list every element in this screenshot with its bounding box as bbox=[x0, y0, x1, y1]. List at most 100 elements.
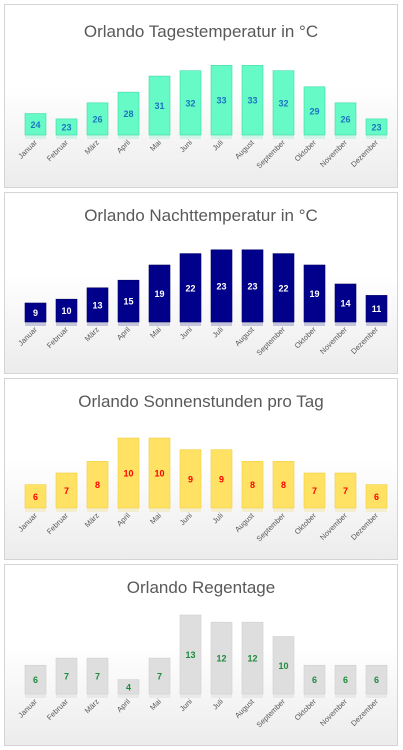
data-label: 22 bbox=[185, 283, 195, 293]
bar bbox=[148, 657, 171, 695]
bar bbox=[55, 298, 78, 323]
x-tick-label: Juni bbox=[178, 697, 194, 713]
bar-reflection bbox=[335, 508, 356, 512]
data-label: 13 bbox=[185, 650, 195, 660]
bar-reflection bbox=[118, 694, 139, 698]
data-label: 22 bbox=[278, 283, 288, 293]
bar-reflection bbox=[242, 135, 263, 139]
data-label: 23 bbox=[247, 281, 257, 291]
bar bbox=[117, 437, 140, 509]
bar-reflection bbox=[366, 508, 387, 512]
x-tick-label: Februar bbox=[45, 697, 70, 722]
data-label: 12 bbox=[247, 654, 257, 664]
chart-title: Orlando Tagestemperatur in °C bbox=[84, 22, 318, 41]
x-tick-label: September bbox=[255, 138, 288, 171]
bar-reflection bbox=[25, 694, 46, 698]
x-tick-label: November bbox=[318, 511, 349, 542]
data-label: 8 bbox=[95, 480, 100, 490]
bar-reflection bbox=[25, 135, 46, 139]
bar-reflection bbox=[366, 135, 387, 139]
bar bbox=[303, 472, 326, 509]
bar-reflection bbox=[366, 322, 387, 326]
x-tick-label: August bbox=[233, 696, 257, 720]
x-tick-label: Februar bbox=[45, 325, 70, 350]
bar bbox=[24, 113, 47, 136]
bar-reflection bbox=[25, 322, 46, 326]
data-label: 7 bbox=[64, 672, 69, 682]
bar bbox=[272, 636, 295, 695]
x-tick-label: Oktober bbox=[293, 325, 319, 351]
bar bbox=[334, 283, 357, 323]
bar-reflection bbox=[118, 135, 139, 139]
x-tick-label: September bbox=[255, 325, 288, 358]
bar bbox=[24, 302, 47, 323]
bar bbox=[303, 264, 326, 323]
data-label: 8 bbox=[250, 480, 255, 490]
chart-panel-sunshine-hours: Orlando Sonnenstunden pro Tag 6 Januar 7 Fe… bbox=[4, 378, 398, 560]
bar bbox=[179, 253, 202, 323]
rain-days-chart: Orlando Regentage 6 Januar 7 Februar 7 März 4 A… bbox=[16, 578, 388, 730]
chart-panel-rain-days: Orlando Regentage 6 Januar 7 Februar 7 März 4 A… bbox=[4, 564, 398, 746]
data-label: 6 bbox=[343, 675, 348, 685]
bar bbox=[148, 264, 171, 323]
x-tick-label: Februar bbox=[45, 511, 70, 536]
bar bbox=[55, 657, 78, 695]
bar-reflection bbox=[118, 508, 139, 512]
data-label: 6 bbox=[374, 675, 379, 685]
data-label: 15 bbox=[123, 297, 133, 307]
bar bbox=[365, 118, 388, 136]
bar-reflection bbox=[211, 322, 232, 326]
data-label: 9 bbox=[219, 474, 224, 484]
bar-reflection bbox=[87, 694, 108, 698]
bar-reflection bbox=[56, 135, 77, 139]
bar bbox=[24, 664, 47, 695]
bar-reflection bbox=[304, 322, 325, 326]
bar bbox=[241, 65, 264, 136]
x-tick-label: Oktober bbox=[293, 138, 319, 164]
data-label: 6 bbox=[33, 492, 38, 502]
bar-reflection bbox=[273, 135, 294, 139]
x-tick-label: Januar bbox=[16, 325, 39, 348]
x-tick-label: März bbox=[83, 697, 101, 715]
x-tick-label: September bbox=[255, 697, 288, 730]
data-label: 13 bbox=[92, 300, 102, 310]
x-tick-label: Mai bbox=[148, 511, 163, 526]
bar-reflection bbox=[87, 135, 108, 139]
data-label: 6 bbox=[374, 492, 379, 502]
bar-reflection bbox=[149, 135, 170, 139]
x-tick-label: April bbox=[115, 511, 132, 528]
x-tick-label: Oktober bbox=[293, 697, 319, 723]
bar bbox=[210, 65, 233, 136]
bar-reflection bbox=[335, 135, 356, 139]
x-tick-label: Juni bbox=[178, 138, 194, 154]
bar-reflection bbox=[149, 322, 170, 326]
data-label: 28 bbox=[123, 109, 133, 119]
x-tick-label: August bbox=[233, 510, 257, 534]
x-tick-label: Dezember bbox=[349, 511, 380, 542]
x-tick-label: Dezember bbox=[349, 325, 380, 356]
x-tick-label: April bbox=[115, 697, 132, 714]
bar bbox=[210, 249, 233, 323]
bar-reflection bbox=[56, 694, 77, 698]
data-label: 19 bbox=[309, 289, 319, 299]
x-tick-label: Februar bbox=[45, 138, 70, 163]
bar-reflection bbox=[56, 508, 77, 512]
bar-reflection bbox=[25, 508, 46, 512]
sunshine-hours-chart: Orlando Sonnenstunden pro Tag 6 Januar 7 Fe… bbox=[16, 392, 388, 544]
chart-title: Orlando Nachttemperatur in °C bbox=[84, 206, 318, 225]
chart-panel-night-temperature: Orlando Nachttemperatur in °C 9 Januar 10 F… bbox=[4, 192, 398, 374]
data-label: 7 bbox=[95, 672, 100, 682]
x-tick-label: April bbox=[115, 138, 132, 155]
bar bbox=[24, 484, 47, 509]
x-tick-label: April bbox=[115, 325, 132, 342]
x-tick-label: Januar bbox=[16, 697, 39, 720]
bar-reflection bbox=[87, 508, 108, 512]
bar-reflection bbox=[149, 694, 170, 698]
bar bbox=[179, 449, 202, 509]
x-tick-label: März bbox=[83, 138, 101, 156]
bar-reflection bbox=[180, 508, 201, 512]
data-label: 9 bbox=[33, 308, 38, 318]
chart-panel-day-temperature: Orlando Tagestemperatur in °C 24 Januar 23… bbox=[4, 4, 398, 188]
x-tick-label: September bbox=[255, 511, 288, 544]
bar bbox=[365, 664, 388, 695]
